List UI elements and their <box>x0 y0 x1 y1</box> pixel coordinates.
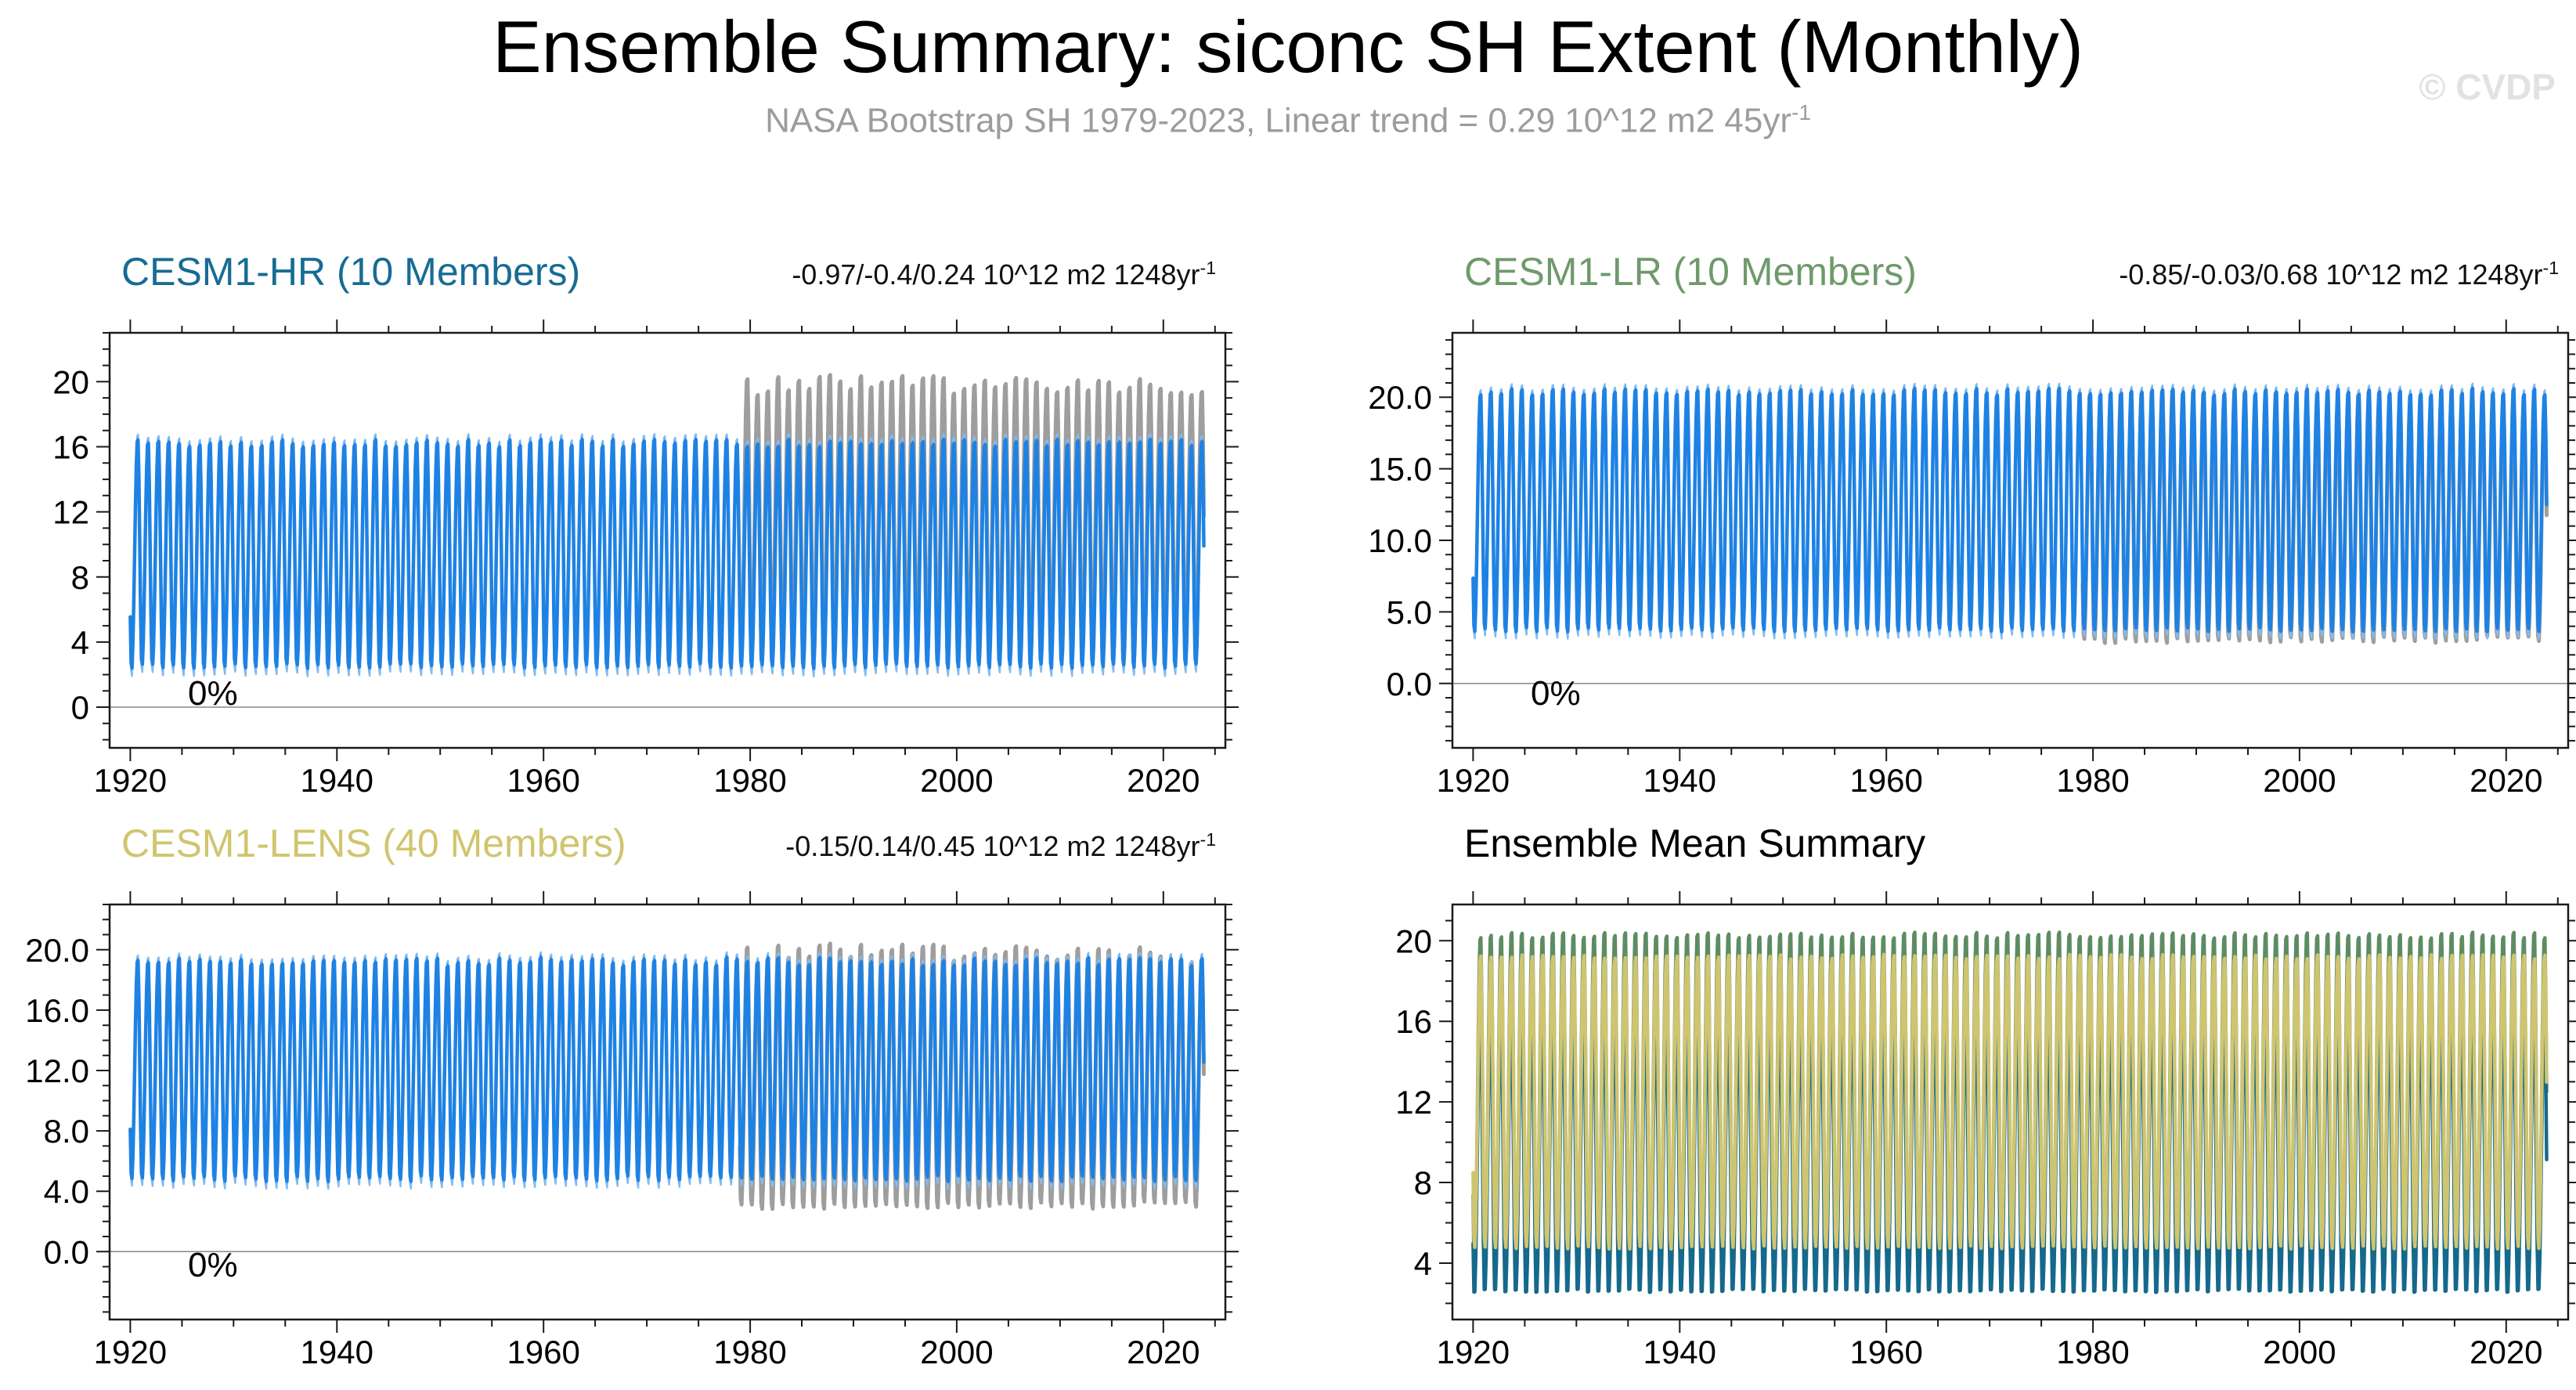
trend-text: -0.15/0.14/0.45 10^12 m2 1248yr <box>785 830 1200 862</box>
cvdp-watermark: © CVDP <box>2419 67 2556 107</box>
svg-text:2000: 2000 <box>2263 762 2336 799</box>
svg-text:1960: 1960 <box>507 1334 579 1370</box>
panel-title: CESM1-LENS (40 Members) <box>121 821 626 865</box>
svg-text:1940: 1940 <box>301 1334 373 1370</box>
panel-title: CESM1-HR (10 Members) <box>121 250 581 294</box>
svg-text:2020: 2020 <box>1127 762 1200 799</box>
svg-text:20.0: 20.0 <box>25 932 89 969</box>
svg-text:1940: 1940 <box>1643 762 1716 799</box>
svg-text:1960: 1960 <box>1849 1334 1922 1370</box>
svg-text:1940: 1940 <box>301 762 373 799</box>
svg-text:20: 20 <box>1395 922 1432 959</box>
subtitle-text: NASA Bootstrap SH 1979-2023, Linear tren… <box>765 101 1791 140</box>
svg-text:16: 16 <box>52 428 89 465</box>
chart-panel-cesm1-lr: CESM1-LR (10 Members) -0.85/-0.03/0.68 1… <box>1288 227 2576 807</box>
page-subtitle: NASA Bootstrap SH 1979-2023, Linear tren… <box>0 100 2576 141</box>
chart-panel-cesm1-hr: CESM1-HR (10 Members) -0.97/-0.4/0.24 10… <box>0 227 1288 807</box>
svg-text:12: 12 <box>52 494 89 531</box>
svg-text:2000: 2000 <box>920 762 993 799</box>
svg-text:10.0: 10.0 <box>1368 522 1432 559</box>
trend-text: -0.85/-0.03/0.68 10^12 m2 1248yr <box>2119 258 2543 291</box>
svg-text:2000: 2000 <box>920 1334 993 1370</box>
timeseries-chart-cesm1-hr: 0 4 8 12 16 20 1920 1940 1960 1980 2000 2020 0% <box>52 320 1239 799</box>
svg-text:0: 0 <box>71 689 89 726</box>
svg-text:2020: 2020 <box>1127 1334 1200 1370</box>
svg-text:12: 12 <box>1395 1084 1432 1121</box>
svg-text:1980: 1980 <box>713 762 786 799</box>
svg-text:1980: 1980 <box>2056 762 2129 799</box>
trend-superscript: -1 <box>2542 258 2559 278</box>
svg-text:0.0: 0.0 <box>1387 666 1432 702</box>
svg-text:1980: 1980 <box>713 1334 786 1370</box>
zero-percent-annotation: 0% <box>188 674 238 713</box>
chart-panel-ensemble-mean: Ensemble Mean Summary 4 8 12 16 20 1920 1940 19… <box>1288 799 2576 1378</box>
svg-text:1960: 1960 <box>507 762 579 799</box>
svg-text:8: 8 <box>71 559 89 596</box>
panel-header: CESM1-LR (10 Members) -0.85/-0.03/0.68 1… <box>1288 246 2576 294</box>
svg-text:2000: 2000 <box>2263 1334 2336 1370</box>
svg-text:12.0: 12.0 <box>25 1052 89 1089</box>
svg-text:1920: 1920 <box>1437 1334 1510 1370</box>
panel-title: CESM1-LR (10 Members) <box>1464 250 1917 294</box>
panel-trend-stats: -0.85/-0.03/0.68 10^12 m2 1248yr-1 <box>2119 258 2559 291</box>
panel-trend-stats: -0.15/0.14/0.45 10^12 m2 1248yr-1 <box>785 829 1216 863</box>
timeseries-chart-ensemble-mean: 4 8 12 16 20 1920 1940 1960 1980 2000 2020 <box>1395 891 2576 1370</box>
svg-text:8.0: 8.0 <box>44 1113 89 1150</box>
trend-superscript: -1 <box>1200 258 1216 278</box>
zero-percent-annotation: 0% <box>188 1246 238 1284</box>
svg-text:5.0: 5.0 <box>1387 594 1432 630</box>
svg-text:1920: 1920 <box>1437 762 1510 799</box>
trend-text: -0.97/-0.4/0.24 10^12 m2 1248yr <box>792 258 1200 291</box>
panel-header: CESM1-HR (10 Members) -0.97/-0.4/0.24 10… <box>0 246 1288 294</box>
svg-text:4.0: 4.0 <box>44 1173 89 1210</box>
svg-text:2020: 2020 <box>2470 1334 2542 1370</box>
svg-text:1980: 1980 <box>2056 1334 2129 1370</box>
svg-text:16: 16 <box>1395 1003 1432 1040</box>
panel-header: Ensemble Mean Summary <box>1288 818 2576 866</box>
svg-text:15.0: 15.0 <box>1368 451 1432 488</box>
panel-title: Ensemble Mean Summary <box>1464 821 1926 865</box>
svg-text:8: 8 <box>1414 1164 1432 1201</box>
svg-text:1960: 1960 <box>1849 762 1922 799</box>
svg-text:20.0: 20.0 <box>1368 379 1432 416</box>
page-title: Ensemble Summary: siconc SH Extent (Mont… <box>492 5 2084 88</box>
svg-text:16.0: 16.0 <box>25 992 89 1029</box>
svg-text:1920: 1920 <box>94 1334 167 1370</box>
subtitle-superscript: -1 <box>1791 100 1811 125</box>
svg-text:4: 4 <box>1414 1245 1432 1282</box>
zero-percent-annotation: 0% <box>1531 674 1581 713</box>
timeseries-chart-cesm1-lens: 0.0 4.0 8.0 12.0 16.0 20.0 1920 1940 1960 1980 200… <box>25 891 1239 1370</box>
timeseries-chart-cesm1-lr: 0.0 5.0 10.0 15.0 20.0 1920 1940 1960 1980 2000 20… <box>1368 320 2576 799</box>
panel-trend-stats: -0.97/-0.4/0.24 10^12 m2 1248yr-1 <box>792 258 1216 291</box>
svg-text:4: 4 <box>71 624 89 661</box>
panel-header: CESM1-LENS (40 Members) -0.15/0.14/0.45 … <box>0 818 1288 866</box>
trend-superscript: -1 <box>1200 829 1216 850</box>
svg-text:1920: 1920 <box>94 762 167 799</box>
svg-text:1940: 1940 <box>1643 1334 1716 1370</box>
svg-text:20: 20 <box>52 363 89 400</box>
chart-panel-cesm1-lens: CESM1-LENS (40 Members) -0.15/0.14/0.45 … <box>0 799 1288 1378</box>
svg-text:0.0: 0.0 <box>44 1233 89 1270</box>
svg-text:2020: 2020 <box>2470 762 2542 799</box>
